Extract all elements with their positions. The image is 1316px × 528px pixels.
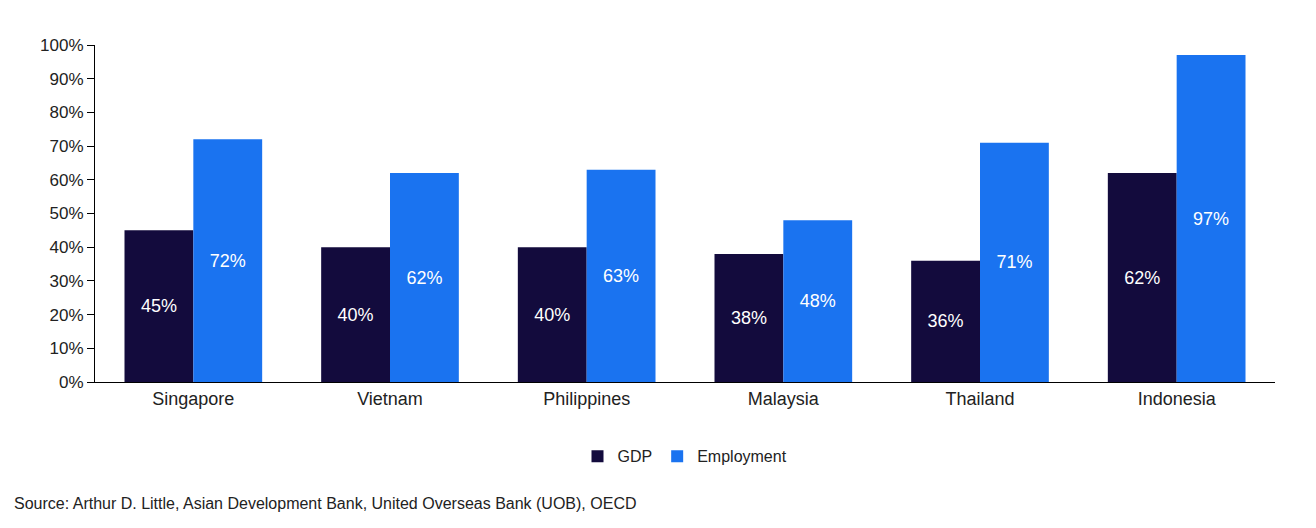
svg-text:Singapore: Singapore [152,389,234,409]
svg-text:60%: 60% [50,171,84,190]
svg-text:62%: 62% [406,268,442,288]
svg-text:Employment: Employment [697,448,786,465]
svg-text:45%: 45% [141,296,177,316]
svg-text:40%: 40% [50,238,84,257]
svg-text:Malaysia: Malaysia [748,389,820,409]
svg-text:Indonesia: Indonesia [1138,389,1217,409]
svg-text:Thailand: Thailand [945,389,1014,409]
svg-text:70%: 70% [50,137,84,156]
svg-text:GDP: GDP [618,448,653,465]
svg-text:48%: 48% [800,291,836,311]
svg-text:Vietnam: Vietnam [357,389,423,409]
svg-text:0%: 0% [59,373,84,392]
svg-text:50%: 50% [50,204,84,223]
svg-text:40%: 40% [534,305,570,325]
svg-text:71%: 71% [996,252,1032,272]
svg-text:90%: 90% [50,70,84,89]
svg-text:40%: 40% [338,305,374,325]
svg-text:63%: 63% [603,266,639,286]
svg-text:38%: 38% [731,308,767,328]
svg-text:10%: 10% [50,339,84,358]
svg-text:100%: 100% [40,36,83,55]
svg-text:80%: 80% [50,103,84,122]
svg-text:97%: 97% [1193,209,1229,229]
svg-text:20%: 20% [50,306,84,325]
svg-text:72%: 72% [210,251,246,271]
svg-text:30%: 30% [50,272,84,291]
svg-text:Philippines: Philippines [543,389,630,409]
svg-text:62%: 62% [1124,268,1160,288]
svg-text:Source: Arthur D. Little, Asia: Source: Arthur D. Little, Asian Developm… [14,495,636,512]
svg-text:36%: 36% [928,311,964,331]
